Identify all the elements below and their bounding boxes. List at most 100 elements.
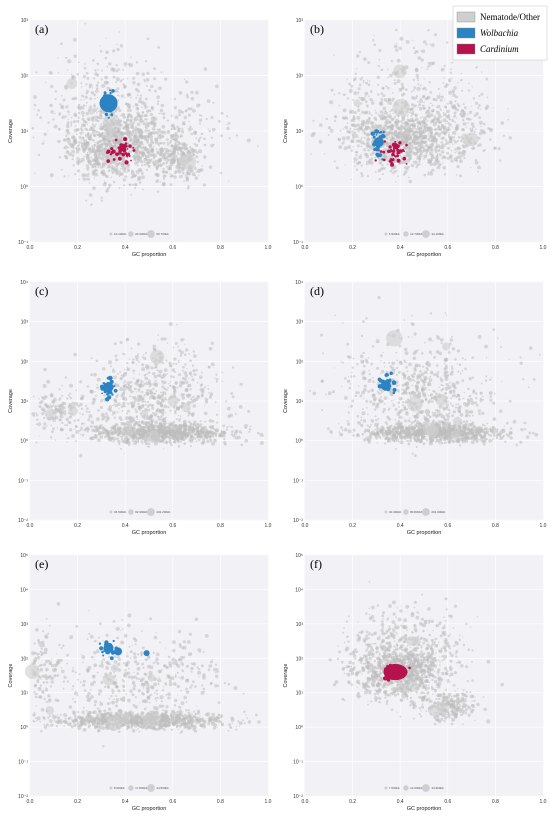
data-point [339,129,342,132]
data-point [31,412,36,416]
data-point [145,118,148,121]
data-point [61,384,63,387]
data-point [151,427,154,429]
data-point [120,154,122,157]
data-point [75,389,77,392]
data-point [105,175,108,178]
data-point [162,141,166,145]
data-point [377,149,380,152]
x-axis-label: GC proportion [132,252,167,258]
data-point [456,146,460,150]
data-point [438,149,441,152]
data-point [373,43,377,47]
data-point [443,112,447,117]
data-point [191,128,194,131]
data-point [67,437,70,440]
data-point [333,54,335,56]
data-point [172,429,176,433]
data-point [448,123,452,127]
data-point [73,419,76,422]
data-point [448,118,451,121]
data-point [350,139,354,143]
data-point [91,132,93,135]
data-point [50,436,53,439]
data-point [139,394,143,398]
data-point [80,86,83,88]
data-point [59,415,62,417]
data-point [413,96,417,100]
data-point [37,422,42,427]
data-point [111,144,114,147]
data-point [129,119,132,122]
data-point [390,134,394,138]
data-point [472,146,476,150]
data-point [84,134,89,138]
data-point [97,69,99,71]
data-point [97,175,99,177]
data-point [173,127,175,129]
data-point [144,129,148,133]
data-point [358,83,362,87]
data-point [437,104,441,109]
data-point [203,429,205,432]
data-point [69,392,72,395]
data-point [71,434,75,438]
data-point [134,139,138,143]
data-point [215,413,219,416]
data-point [455,156,459,160]
data-point [165,170,169,174]
data-point [393,116,396,119]
data-point [91,150,94,153]
data-point [202,440,206,444]
data-point [49,393,54,398]
data-point [82,124,86,127]
data-point [360,138,363,140]
data-point [390,137,395,142]
data-point [389,169,393,173]
data-point [462,118,465,122]
data-point [100,145,104,149]
data-point [68,152,72,156]
data-point [132,149,136,152]
data-point [107,140,111,143]
data-point [174,411,177,415]
data-point [85,153,87,155]
data-point [104,75,108,80]
data-point [88,193,93,197]
data-point [60,105,64,108]
data-point [439,93,441,95]
data-point [81,433,85,437]
data-point [124,96,126,99]
data-point [41,411,45,416]
data-point [183,123,186,125]
data-point [388,115,393,119]
data-point [358,120,360,122]
data-point [98,131,101,134]
data-point [51,430,54,434]
data-point [122,401,126,405]
data-point [152,154,155,157]
data-point [121,152,126,157]
data-point [189,445,192,448]
data-point [144,114,148,117]
data-point [363,148,367,152]
data-point [68,113,70,116]
data-point [440,131,443,134]
data-point [139,141,144,146]
data-point [489,138,492,141]
data-point [139,118,144,123]
data-point [122,128,124,130]
data-point [262,434,264,437]
data-point [142,155,144,157]
data-point [167,423,170,425]
data-point [220,111,224,115]
data-point [67,150,69,153]
data-point [75,149,80,154]
data-point [193,142,196,146]
data-point [230,392,234,395]
data-point [130,56,132,59]
data-point [66,441,68,443]
data-point [91,116,94,118]
data-point [433,141,435,144]
data-point [146,158,151,163]
